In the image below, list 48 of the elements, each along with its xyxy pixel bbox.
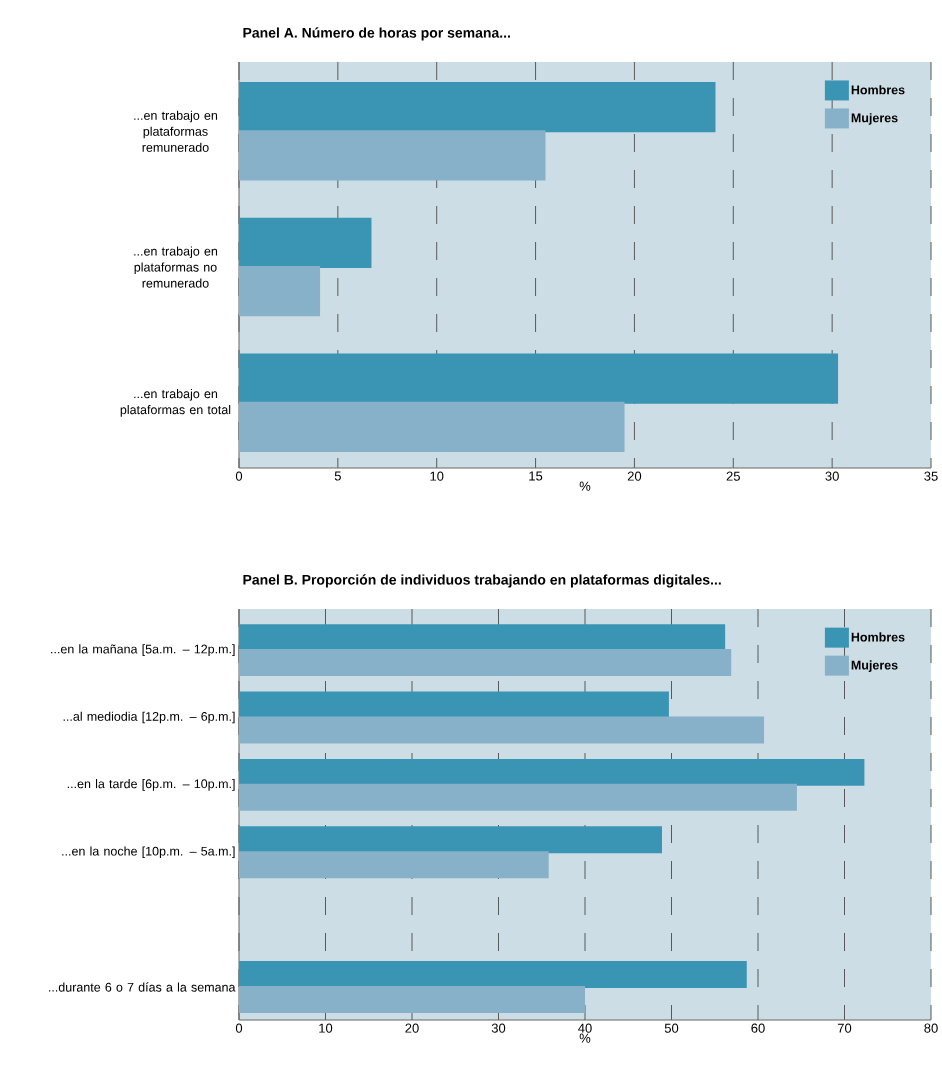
y-tick-label: ...en la noche [10p.m. – 5a.m.] [62,846,235,859]
bar [239,649,732,677]
chart-title: Panel A. Número de horas por semana... [243,27,510,41]
x-tick-label: 10 [319,1023,333,1033]
bar [239,826,662,854]
bar [239,266,321,317]
x-tick-label: 10 [430,471,444,481]
x-tick-label: 15 [529,471,543,481]
bar [239,783,797,811]
y-tick-label: ...en la mañana [5a.m. – 12p.m.] [51,644,235,656]
y-tick-label: ...en trabajo en plataformas en total [120,389,231,417]
x-axis-title: % [579,481,591,491]
x-tick-label: 60 [751,1023,765,1033]
legend-label: Mujeres [851,660,898,673]
chart-title: Panel B. Proporción de individuos trabajando en plataformas digitales... [243,574,721,588]
x-tick-label: 25 [726,471,740,481]
x-tick-label: 0 [235,471,243,481]
x-tick-label: 40 [578,1023,592,1033]
y-tick-label: ...durante 6 o 7 días a la semana [49,982,236,992]
bar [239,217,372,269]
x-tick-label: 20 [405,1023,419,1033]
x-tick-label: 20 [627,471,642,481]
x-tick-label: 30 [825,471,839,481]
legend-label: Mujeres [851,113,898,125]
bar [239,353,839,404]
legend-label: Hombres [851,632,905,642]
bar [239,130,546,181]
x-tick-label: 80 [924,1023,938,1033]
x-axis-title: % [579,1033,591,1043]
legend-label: Hombres [851,85,905,95]
bar [239,758,865,786]
bar [239,716,765,744]
x-tick-label: 30 [491,1023,506,1033]
bar [239,851,549,879]
x-tick-label: 0 [235,1023,243,1033]
x-tick-label: 5 [334,471,341,481]
x-tick-label: 35 [924,471,938,481]
y-tick-label: ...en trabajo en plataformas no remunerado [134,246,218,288]
y-tick-label: ...al mediodia [12p.m. – 6p.m.] [63,711,235,724]
bar [239,986,585,1013]
x-tick-label: 70 [837,1023,852,1033]
bar [239,961,747,988]
bar [239,82,716,133]
bar [239,401,625,453]
x-tick-label: 50 [664,1023,679,1033]
y-tick-label: ...en la tarde [6p.m. – 10p.m.] [67,779,235,791]
y-tick-label: ...en trabajo en plataformas remunerado [134,110,218,152]
bar [239,624,726,652]
